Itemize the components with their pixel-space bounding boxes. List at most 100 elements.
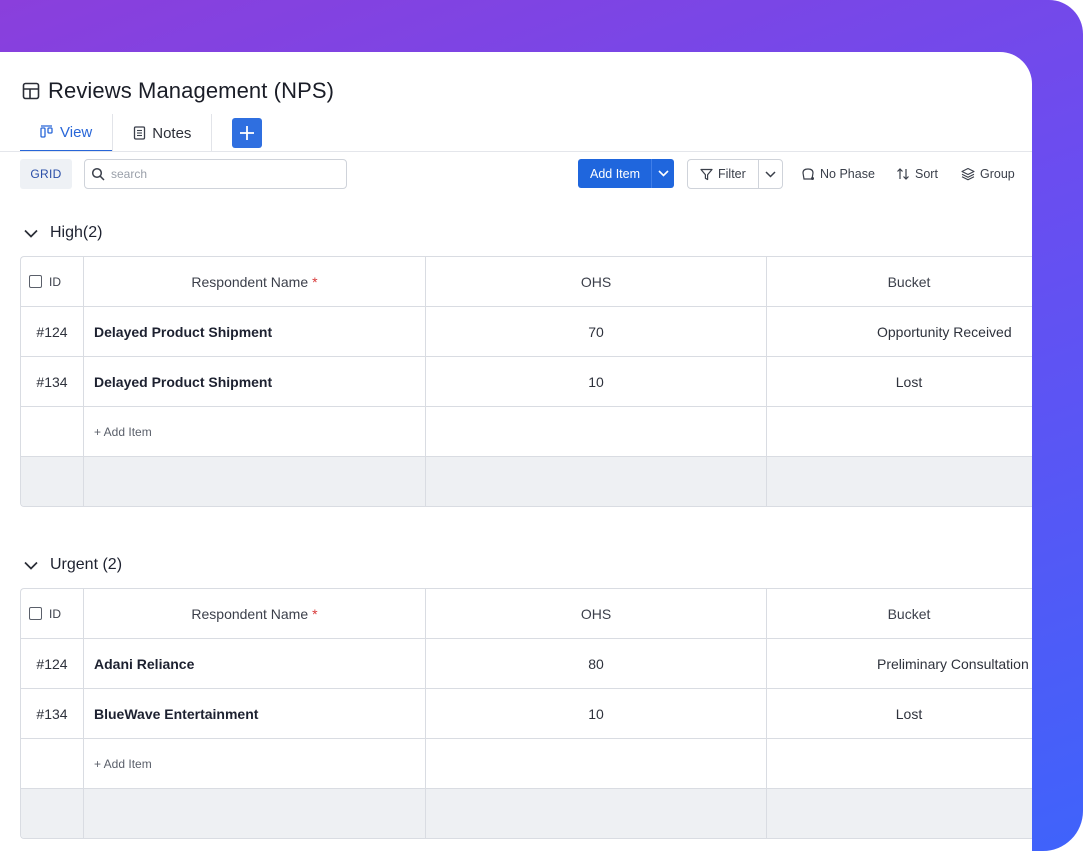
group-button[interactable]: Group [961, 159, 1015, 189]
empty-cell [84, 789, 426, 838]
no-phase-label: No Phase [820, 167, 875, 181]
page-header: Reviews Management (NPS) [22, 78, 334, 104]
page-title: Reviews Management (NPS) [48, 78, 335, 103]
empty-cell [21, 739, 84, 788]
group-label: Group [980, 167, 1015, 181]
table-row[interactable]: #124 Delayed Product Shipment 70 Opportu… [21, 307, 1032, 357]
bucket-value[interactable]: Lost [895, 373, 923, 390]
chevron-down-icon[interactable] [22, 224, 40, 242]
layers-icon [961, 167, 975, 181]
tab-divider [211, 114, 213, 152]
tab-view-label: View [60, 123, 93, 141]
ohs-header[interactable]: OHS [426, 257, 767, 306]
table-header-row: ID Respondent Name * OHS Bucket [21, 257, 1032, 307]
empty-cell [426, 789, 767, 838]
id-header: ID [21, 257, 84, 306]
bucket-value[interactable]: Lost [895, 705, 923, 722]
ohs-value[interactable]: 70 [426, 307, 767, 356]
name-header-label: Respondent Name [191, 605, 309, 622]
ohs-value[interactable]: 10 [426, 689, 767, 738]
search-box[interactable] [84, 159, 347, 189]
empty-cell [426, 407, 767, 456]
ohs-value[interactable]: 80 [426, 639, 767, 688]
filter-icon [700, 168, 713, 180]
data-grid-urgent: ID Respondent Name * OHS Bucket #124 Adan… [20, 588, 1032, 839]
filter-label: Filter [718, 167, 746, 181]
empty-cell [21, 457, 84, 506]
bucket-header[interactable]: Bucket [887, 273, 931, 290]
respondent-name[interactable]: Delayed Product Shipment [84, 307, 426, 356]
row-id: #124 [21, 307, 84, 356]
filter-dropdown[interactable] [758, 160, 781, 188]
sort-label: Sort [915, 167, 938, 181]
name-header[interactable]: Respondent Name * [84, 257, 426, 306]
tab-notes[interactable]: Notes [113, 114, 211, 152]
view-tabs: View Notes [20, 114, 263, 152]
empty-cell [767, 789, 1032, 838]
row-id: #134 [21, 689, 84, 738]
select-all-checkbox[interactable] [29, 607, 42, 620]
chevron-down-icon [764, 170, 776, 178]
id-header-label: ID [49, 274, 61, 289]
add-item-row: + Add Item [21, 407, 1032, 457]
id-header-label: ID [49, 606, 61, 621]
phase-icon [802, 168, 814, 180]
add-item-link[interactable]: + Add Item [84, 407, 426, 456]
bucket-header[interactable]: Bucket [887, 605, 931, 622]
tab-notes-label: Notes [152, 124, 192, 142]
tabs-divider [0, 151, 1032, 152]
data-grid-high: ID Respondent Name * OHS Bucket #124 Dela… [20, 256, 1032, 507]
table-icon [22, 82, 40, 100]
select-all-checkbox[interactable] [29, 275, 42, 288]
required-marker: * [312, 273, 318, 290]
group-header-high[interactable]: High(2) [22, 224, 102, 242]
no-phase-button[interactable]: No Phase [801, 159, 875, 189]
tab-view[interactable]: View [20, 114, 113, 152]
id-header: ID [21, 589, 84, 638]
respondent-name[interactable]: Delayed Product Shipment [84, 357, 426, 406]
group-header-urgent[interactable]: Urgent (2) [22, 556, 122, 574]
grid-view-chip[interactable]: GRID [20, 159, 72, 189]
table-row[interactable]: #124 Adani Reliance 80 Preliminary Consu… [21, 639, 1032, 689]
chevron-down-icon[interactable] [22, 556, 40, 574]
plus-icon [240, 126, 255, 140]
notes-icon [134, 126, 146, 140]
sort-button[interactable]: Sort [896, 159, 938, 189]
ohs-header[interactable]: OHS [426, 589, 767, 638]
ohs-value[interactable]: 10 [426, 357, 767, 406]
add-item-link[interactable]: + Add Item [84, 739, 426, 788]
grid-footer-row [21, 457, 1032, 506]
bucket-value[interactable]: Opportunity Received [877, 323, 1012, 340]
empty-cell [426, 739, 767, 788]
required-marker: * [312, 605, 318, 622]
app-panel: Reviews Management (NPS) View Notes [0, 52, 1032, 851]
empty-cell [21, 407, 84, 456]
add-item-label: Add Item [590, 166, 641, 181]
view-columns-icon [40, 125, 53, 138]
add-tab-button[interactable] [232, 118, 263, 148]
empty-cell [21, 789, 84, 838]
add-item-button[interactable]: Add Item [578, 159, 674, 188]
group-title: Urgent (2) [50, 556, 123, 573]
filter-main[interactable]: Filter [688, 167, 758, 181]
row-id: #134 [21, 357, 84, 406]
respondent-name[interactable]: BlueWave Entertainment [84, 689, 426, 738]
empty-cell [767, 407, 1032, 456]
toolbar: GRID Add Item Filter [20, 159, 1032, 189]
group-title: High(2) [50, 224, 103, 241]
empty-cell [767, 739, 1032, 788]
table-row[interactable]: #134 BlueWave Entertainment 10 Lost [21, 689, 1032, 739]
empty-cell [426, 457, 767, 506]
search-input[interactable] [109, 166, 333, 182]
row-id: #124 [21, 639, 84, 688]
name-header[interactable]: Respondent Name * [84, 589, 426, 638]
table-row[interactable]: #134 Delayed Product Shipment 10 Lost [21, 357, 1032, 407]
add-item-dropdown[interactable] [651, 159, 674, 188]
tab-divider [112, 114, 114, 152]
empty-cell [84, 457, 426, 506]
bucket-value[interactable]: Preliminary Consultation [877, 655, 1029, 672]
respondent-name[interactable]: Adani Reliance [84, 639, 426, 688]
sort-icon [897, 168, 909, 180]
chevron-down-icon [658, 170, 669, 177]
filter-button[interactable]: Filter [687, 159, 783, 189]
